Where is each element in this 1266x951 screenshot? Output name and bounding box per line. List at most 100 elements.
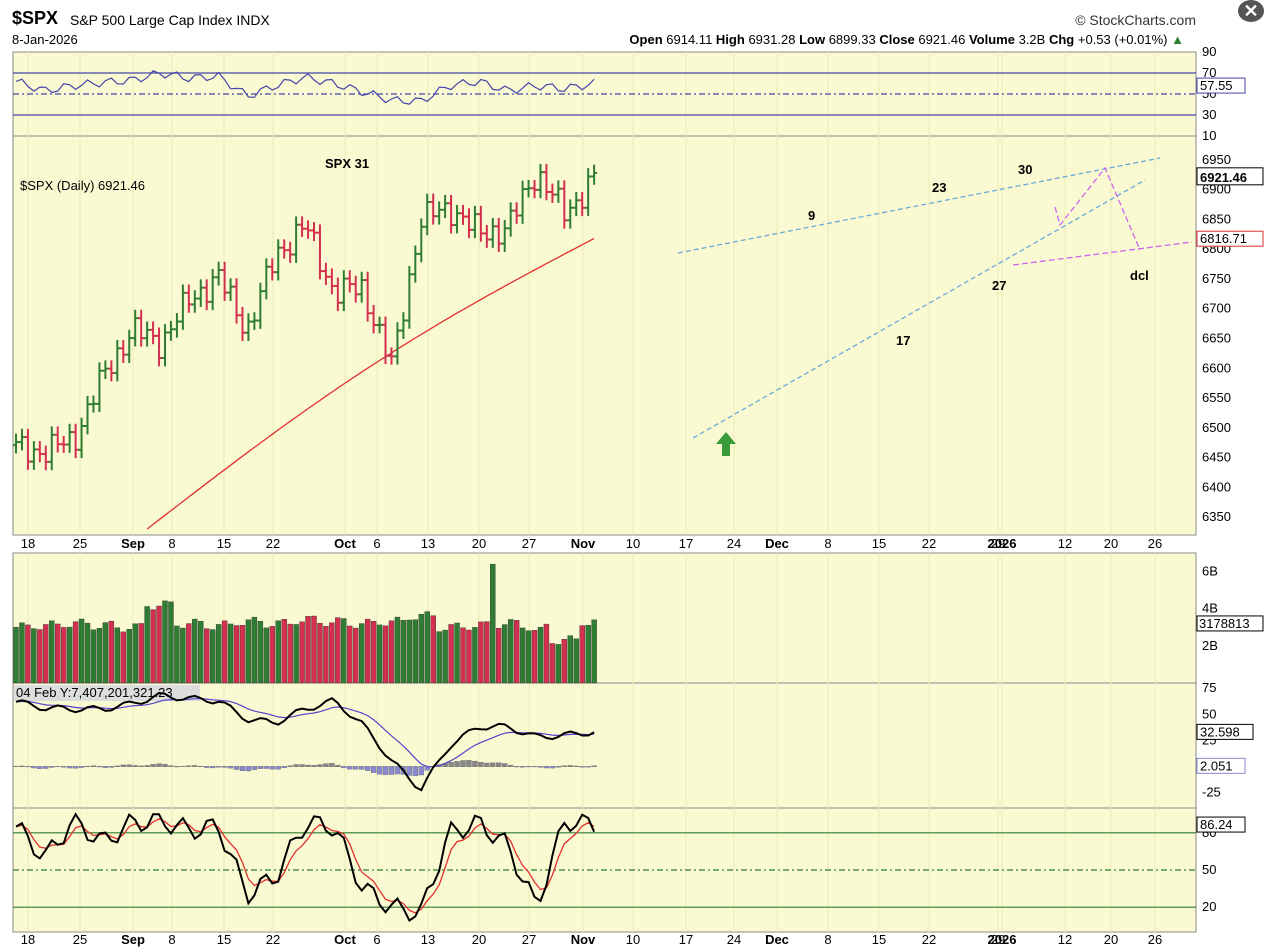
- price-bar: [185, 284, 192, 313]
- price-bar: [370, 304, 377, 334]
- volume-bar: [490, 563, 496, 684]
- macd-histogram-bar: [210, 766, 216, 769]
- close-icon[interactable]: ✕: [1238, 0, 1264, 22]
- volume-bar: [484, 621, 490, 684]
- chg-label: Chg: [1048, 32, 1075, 47]
- lower-trend-line: [692, 179, 1146, 439]
- price-bar: [239, 306, 246, 342]
- macd-histogram-bar: [305, 764, 311, 767]
- volume-bar: [84, 622, 91, 684]
- macd-histogram-bar: [72, 766, 79, 769]
- chart-annotation-title: SPX 31: [325, 156, 369, 171]
- price-bar: [555, 180, 562, 203]
- volume-bar: [72, 621, 79, 684]
- x-axis-label: 24: [727, 536, 741, 551]
- x-axis-label: 22: [266, 536, 280, 551]
- volume-bar: [412, 619, 419, 684]
- volume-bar: [335, 617, 341, 684]
- volume-bar: [209, 629, 216, 684]
- price-tick-label: 6350: [1202, 509, 1231, 524]
- macd-histogram-bar: [364, 766, 371, 771]
- volume-bar: [102, 622, 109, 684]
- volume-bar: [555, 644, 562, 684]
- x-axis-label: Dec: [765, 536, 789, 551]
- price-bar: [489, 217, 496, 248]
- macd-histogram-bar: [537, 766, 544, 768]
- price-bar: [346, 270, 353, 293]
- volume-bar: [162, 600, 168, 684]
- x-axis-label: 26: [1148, 536, 1162, 551]
- macd-histogram-bar: [287, 765, 293, 767]
- ma-tag-text: 6816.71: [1200, 231, 1247, 246]
- macd-histogram-bar: [25, 766, 31, 768]
- macd-histogram-bar: [78, 766, 85, 768]
- volume-bar: [66, 626, 73, 684]
- price-bar: [18, 428, 25, 451]
- price-bar: [191, 290, 198, 313]
- price-bar: [394, 322, 401, 365]
- price-bar: [549, 183, 556, 203]
- volume-bar: [460, 627, 466, 684]
- x-axis-label: 15: [217, 536, 231, 551]
- macd-histogram-bar: [525, 766, 532, 768]
- macd-histogram-bar: [543, 766, 550, 769]
- macd-histogram-bar: [90, 765, 97, 767]
- volume-bar: [579, 625, 585, 684]
- price-bar: [120, 339, 127, 363]
- price-bar: [567, 199, 574, 229]
- price-bar: [36, 441, 43, 463]
- price-bar: [138, 309, 145, 347]
- x-axis-label: 25: [73, 932, 87, 947]
- volume-tick-label: 6B: [1202, 564, 1218, 579]
- x-axis-label: 18: [21, 932, 35, 947]
- macd-panel: [12, 682, 1197, 809]
- volume-bar: [567, 635, 573, 684]
- price-bar: [448, 194, 455, 234]
- rsi-line: [15, 70, 595, 105]
- price-bar: [287, 241, 294, 263]
- price-bar: [400, 312, 407, 339]
- price-bar: [13, 433, 19, 454]
- x-axis-label: 27: [522, 536, 536, 551]
- macd-histogram-bar: [370, 766, 377, 773]
- projection-path: [1054, 166, 1141, 251]
- price-bar: [436, 201, 443, 225]
- price-bar: [388, 347, 395, 365]
- macd-histogram-bar: [472, 760, 478, 767]
- moving-average-line: [146, 237, 595, 530]
- price-bar: [167, 320, 174, 341]
- x-axis-label: Sep: [121, 536, 145, 551]
- volume-bar: [239, 625, 246, 684]
- x-axis-label: 13: [421, 536, 435, 551]
- macd-histogram-bar: [281, 766, 287, 769]
- cycle-label-9: 9: [808, 208, 815, 223]
- upper-trend-line: [677, 157, 1161, 254]
- volume-bar: [186, 623, 192, 684]
- x-axis-label: 17: [679, 536, 693, 551]
- x-axis-label: 10: [626, 932, 640, 947]
- volume-bar: [502, 624, 508, 684]
- price-bar: [579, 191, 586, 217]
- price-bar: [543, 163, 550, 201]
- volume-bar: [215, 624, 222, 684]
- stoch-tag-box: [1196, 816, 1246, 833]
- open-value: 6914.11: [666, 32, 713, 47]
- volume-bar: [317, 623, 323, 684]
- price-bar: [132, 309, 139, 347]
- x-axis-label: 2026: [988, 536, 1017, 551]
- macd-histogram-bar: [114, 765, 120, 767]
- histogram-value-tag: 2.051: [1196, 757, 1246, 774]
- macd-line: [15, 691, 595, 792]
- macd-histogram-bar: [239, 766, 246, 771]
- x-axis-label: 12: [1058, 536, 1072, 551]
- index-name: S&P 500 Large Cap Index INDX: [70, 12, 270, 28]
- price-value-tag: 6921.46: [1196, 167, 1264, 186]
- macd-histogram-bar: [84, 765, 91, 767]
- high-value: 6931.28: [748, 32, 796, 47]
- cycle-label-27: 27: [992, 278, 1006, 293]
- volume-bar: [353, 627, 359, 684]
- price-bar: [263, 258, 270, 300]
- x-axis-label: 26: [1148, 932, 1162, 947]
- x-axis-label: 12: [1058, 932, 1072, 947]
